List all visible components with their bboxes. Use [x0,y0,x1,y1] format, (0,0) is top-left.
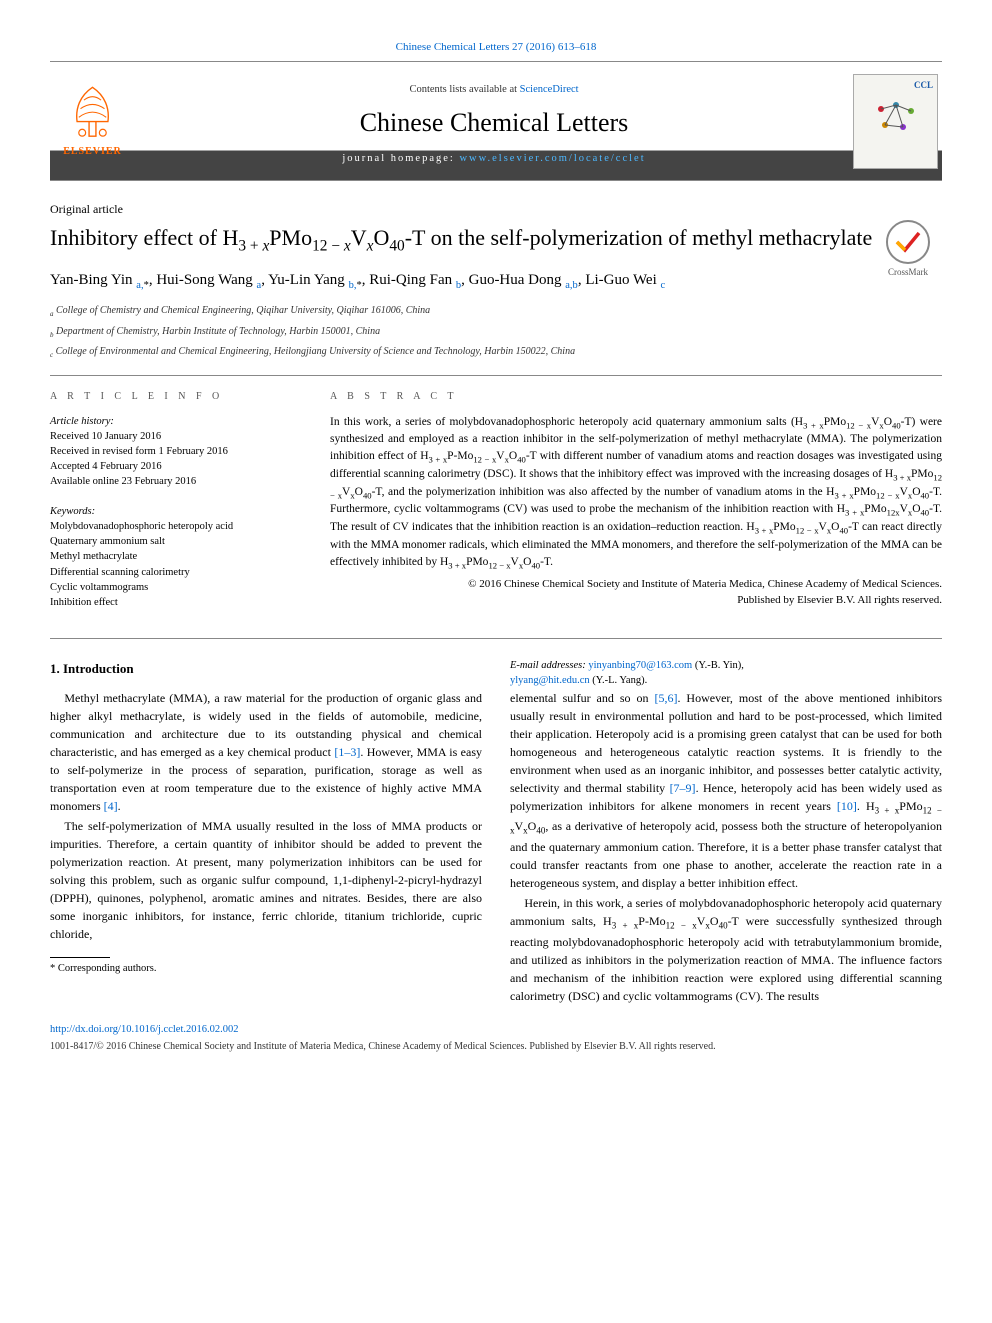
article-info-heading: A R T I C L E I N F O [50,390,290,404]
journal-cover-badge: CCL [914,79,933,92]
copyright-line: © 2016 Chinese Chemical Society and Inst… [330,577,942,592]
affiliation: b Department of Chemistry, Harbin Instit… [50,324,942,341]
article-title: Inhibitory effect of H3 + xPMo12 − xVxO4… [50,224,942,256]
copyright-line: Published by Elsevier B.V. All rights re… [330,593,942,608]
crossmark-icon [893,227,923,257]
author-email-link[interactable]: yinyanbing70@163.com [588,660,692,671]
doi-block: http://dx.doi.org/10.1016/j.cclet.2016.0… [50,1023,942,1038]
footnote-divider [50,957,110,958]
article-meta-row: A R T I C L E I N F O Article history: R… [50,390,942,625]
history-item: Accepted 4 February 2016 [50,459,290,474]
divider [50,375,942,376]
keyword: Quaternary ammonium salt [50,534,290,549]
keyword: Molybdovanadophosphoric heteropoly acid [50,519,290,534]
body-paragraph: The self-polymerization of MMA usually r… [50,817,482,943]
molecule-icon [871,97,921,137]
abstract-column: A B S T R A C T In this work, a series o… [330,390,942,625]
abstract-heading: A B S T R A C T [330,390,942,404]
page-footer-copyright: 1001-8417/© 2016 Chinese Chemical Societ… [50,1040,942,1054]
journal-homepage-line: journal homepage: www.elsevier.com/locat… [135,148,853,167]
keyword: Cyclic voltammograms [50,580,290,595]
journal-cover-thumb[interactable]: CCL [853,74,938,169]
history-label: Article history: [50,414,290,429]
body-paragraph: elemental sulfur and so on [5,6]. Howeve… [510,689,942,893]
body-paragraph: Methyl methacrylate (MMA), a raw materia… [50,689,482,815]
elsevier-tree-icon [65,83,120,143]
masthead: ELSEVIER Contents lists available at Sci… [50,61,942,181]
emails-label: E-mail addresses: [510,660,588,671]
corresponding-authors-note: * Corresponding authors. [50,962,482,977]
author-list: Yan-Bing Yin a,*, Hui-Song Wang a, Yu-Li… [50,270,942,293]
contents-available-line: Contents lists available at ScienceDirec… [135,83,853,98]
keyword: Differential scanning calorimetry [50,565,290,580]
author-email-link[interactable]: ylyang@hit.edu.cn [510,675,590,686]
section-heading-introduction: 1. Introduction [50,659,482,679]
history-item: Received in revised form 1 February 2016 [50,444,290,459]
crossmark-button[interactable]: CrossMark [874,220,942,288]
crossmark-label: CrossMark [888,266,928,279]
keywords-block: Keywords: Molybdovanadophosphoric hetero… [50,504,290,611]
contents-prefix: Contents lists available at [409,84,519,95]
doi-link[interactable]: http://dx.doi.org/10.1016/j.cclet.2016.0… [50,1024,239,1035]
abstract-copyright: © 2016 Chinese Chemical Society and Inst… [330,577,942,608]
affiliation: a College of Chemistry and Chemical Engi… [50,303,942,320]
elsevier-logo[interactable]: ELSEVIER [50,74,135,169]
article-body: 1. Introduction Methyl methacrylate (MMA… [50,659,942,1005]
history-item: Available online 23 February 2016 [50,474,290,489]
divider [50,638,942,639]
elsevier-wordmark: ELSEVIER [63,145,122,159]
article-info-column: A R T I C L E I N F O Article history: R… [50,390,290,625]
article-history-block: Article history: Received 10 January 201… [50,414,290,490]
affiliation-list: a College of Chemistry and Chemical Engi… [50,303,942,361]
sciencedirect-link[interactable]: ScienceDirect [520,84,579,95]
journal-name: Chinese Chemical Letters [135,105,853,141]
keyword: Methyl methacrylate [50,549,290,564]
history-item: Received 10 January 2016 [50,429,290,444]
homepage-url-link[interactable]: www.elsevier.com/locate/cclet [459,153,645,164]
email-attribution: (Y.-L. Yang). [590,675,648,686]
affiliation: c College of Environmental and Chemical … [50,344,942,361]
abstract-text: In this work, a series of molybdovanadop… [330,414,942,572]
keyword: Inhibition effect [50,595,290,610]
keywords-label: Keywords: [50,504,290,519]
article-type-label: Original article [50,201,942,218]
email-addresses-line: E-mail addresses: yinyanbing70@163.com (… [510,659,942,688]
email-attribution: (Y.-B. Yin), [692,660,744,671]
journal-citation-link[interactable]: Chinese Chemical Letters 27 (2016) 613–6… [50,40,942,55]
body-paragraph: Herein, in this work, a series of molybd… [510,894,942,1005]
homepage-label: journal homepage: [342,153,459,164]
